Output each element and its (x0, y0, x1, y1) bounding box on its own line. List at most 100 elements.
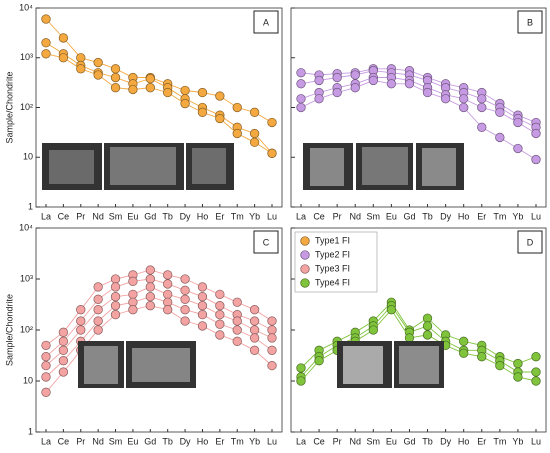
x-tick-label: Tb (162, 211, 173, 221)
x-tick-label: Tb (162, 436, 173, 446)
data-point (163, 305, 173, 315)
x-tick-label: Eu (127, 211, 138, 221)
data-point (58, 345, 69, 355)
data-point (368, 75, 378, 86)
data-point (41, 372, 51, 382)
x-tick-label: Sm (109, 436, 123, 446)
data-point (163, 270, 173, 280)
x-tick-label: Dy (440, 436, 451, 446)
x-tick-label: Pr (76, 211, 85, 221)
y-tick-label: 10² (20, 324, 33, 334)
data-point (110, 72, 121, 83)
data-point (215, 330, 225, 340)
data-point (249, 333, 260, 343)
data-point (41, 340, 51, 351)
legend-label: Type3 FI (315, 263, 350, 273)
data-point (232, 336, 242, 346)
x-tick-label: Ce (58, 211, 70, 221)
data-point (215, 309, 225, 320)
data-point (232, 316, 242, 326)
data-point (495, 132, 505, 143)
data-point (145, 301, 155, 311)
y-tick-label: 1 (28, 201, 33, 211)
inset-image (110, 147, 176, 185)
data-point (58, 53, 69, 63)
data-point (386, 79, 397, 89)
data-point (76, 53, 86, 63)
x-tick-label: Lu (267, 436, 277, 446)
y-tick-label: 10⁴ (19, 222, 33, 232)
y-axis-label: Sample/Chondrite (4, 71, 14, 143)
data-point (197, 309, 208, 320)
panel-label: D (527, 237, 534, 247)
legend-label: Type4 FI (315, 277, 350, 287)
x-tick-label: Dy (180, 436, 191, 446)
x-tick-label: Yb (249, 211, 260, 221)
data-point (128, 276, 138, 286)
data-point (267, 117, 277, 128)
inset-image (84, 346, 118, 384)
x-tick-label: Ho (197, 436, 209, 446)
x-tick-label: Nd (349, 436, 361, 446)
data-point (459, 102, 469, 113)
x-tick-label: Gd (144, 436, 156, 446)
data-point (163, 289, 173, 300)
data-point (163, 279, 173, 289)
inset-image (422, 148, 456, 186)
data-point (513, 372, 523, 382)
data-point (267, 148, 277, 158)
data-point (296, 376, 306, 386)
data-point (58, 356, 69, 366)
legend-label: Type1 FI (315, 235, 350, 245)
x-tick-label: La (296, 436, 306, 446)
data-point (215, 301, 225, 311)
data-point (232, 102, 242, 113)
x-tick-label: Er (215, 211, 224, 221)
data-point (197, 107, 208, 117)
inset-image (192, 148, 226, 184)
data-point (93, 325, 103, 335)
y-axis-label: Sample/Chondrite (4, 294, 14, 366)
x-tick-label: Tm (231, 211, 244, 221)
data-point (267, 325, 277, 335)
data-point (314, 75, 324, 86)
data-point (163, 87, 173, 98)
data-point (215, 289, 225, 300)
data-point (145, 274, 155, 284)
data-point (41, 14, 51, 24)
data-point (180, 98, 190, 109)
data-point (180, 285, 190, 295)
data-point (145, 265, 155, 275)
data-point (145, 282, 155, 292)
x-tick-label: Pr (76, 436, 85, 446)
x-tick-label: Gd (144, 211, 156, 221)
data-point (58, 327, 69, 337)
x-tick-label: Yb (249, 436, 260, 446)
data-point (249, 137, 260, 147)
data-point (296, 102, 306, 113)
x-tick-label: Pr (333, 436, 342, 446)
data-point (531, 376, 541, 386)
data-point (145, 83, 155, 93)
data-point (110, 309, 121, 320)
data-point (110, 274, 121, 284)
data-point (314, 356, 324, 366)
data-point (513, 117, 523, 128)
data-point (110, 301, 121, 311)
x-tick-label: Lu (531, 211, 541, 221)
legend-marker (300, 236, 310, 246)
legend-label: Type2 FI (315, 249, 350, 259)
data-point (422, 330, 433, 340)
y-tick-label: 10² (20, 102, 33, 112)
data-point (404, 333, 415, 343)
data-point (76, 316, 86, 326)
data-point (368, 325, 378, 335)
inset-image (132, 348, 190, 382)
data-point (197, 321, 208, 331)
inset-image (343, 346, 383, 384)
x-tick-label: Er (215, 436, 224, 446)
data-point (495, 107, 505, 117)
panel-label: C (263, 237, 270, 247)
data-point (386, 305, 397, 315)
